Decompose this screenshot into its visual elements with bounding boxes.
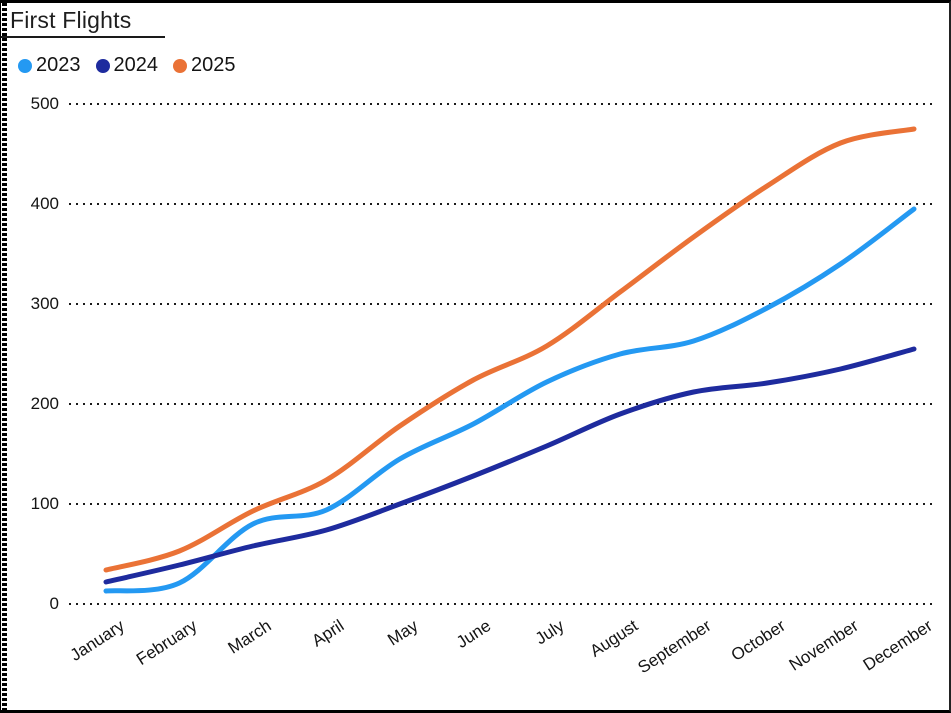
legend-item-2024[interactable]: 2024 (95, 54, 159, 77)
title-underline (1, 36, 165, 38)
legend-dot-2023-icon (18, 58, 32, 73)
gridline-0 (69, 603, 937, 605)
gridline-400 (69, 203, 937, 205)
line-2023 (103, 206, 917, 594)
legend-item-2025[interactable]: 2025 (173, 54, 236, 77)
y-axis-label-100: 100 (30, 494, 59, 513)
line-2024 (103, 346, 917, 585)
legend-dot-2025-icon (173, 58, 187, 73)
legend-dot-2024-icon (95, 58, 110, 73)
y-axis-label-300: 300 (30, 294, 59, 313)
legend: 2023 2024 2025 (18, 54, 236, 77)
legend-label-2024: 2024 (113, 54, 159, 76)
legend-label-2025: 2025 (191, 54, 236, 76)
y-axis-label-400: 400 (30, 194, 59, 213)
gridline-300 (69, 303, 937, 305)
line-2025 (103, 126, 917, 573)
legend-label-2023: 2023 (36, 54, 81, 76)
series-layer (103, 126, 917, 594)
y-axis-label-200: 200 (30, 394, 59, 413)
y-axis-label-0: 0 (49, 594, 59, 613)
gridline-500 (69, 103, 937, 105)
gridline-100 (69, 503, 937, 505)
y-axis-label-500: 500 (30, 94, 59, 113)
plot-area: 0 100 200 300 400 500 January February March Apri… (1, 3, 949, 710)
chart-title: First Flights (10, 7, 132, 33)
left-edge-dashed-border (2, 3, 7, 710)
legend-item-2023[interactable]: 2023 (18, 54, 81, 77)
